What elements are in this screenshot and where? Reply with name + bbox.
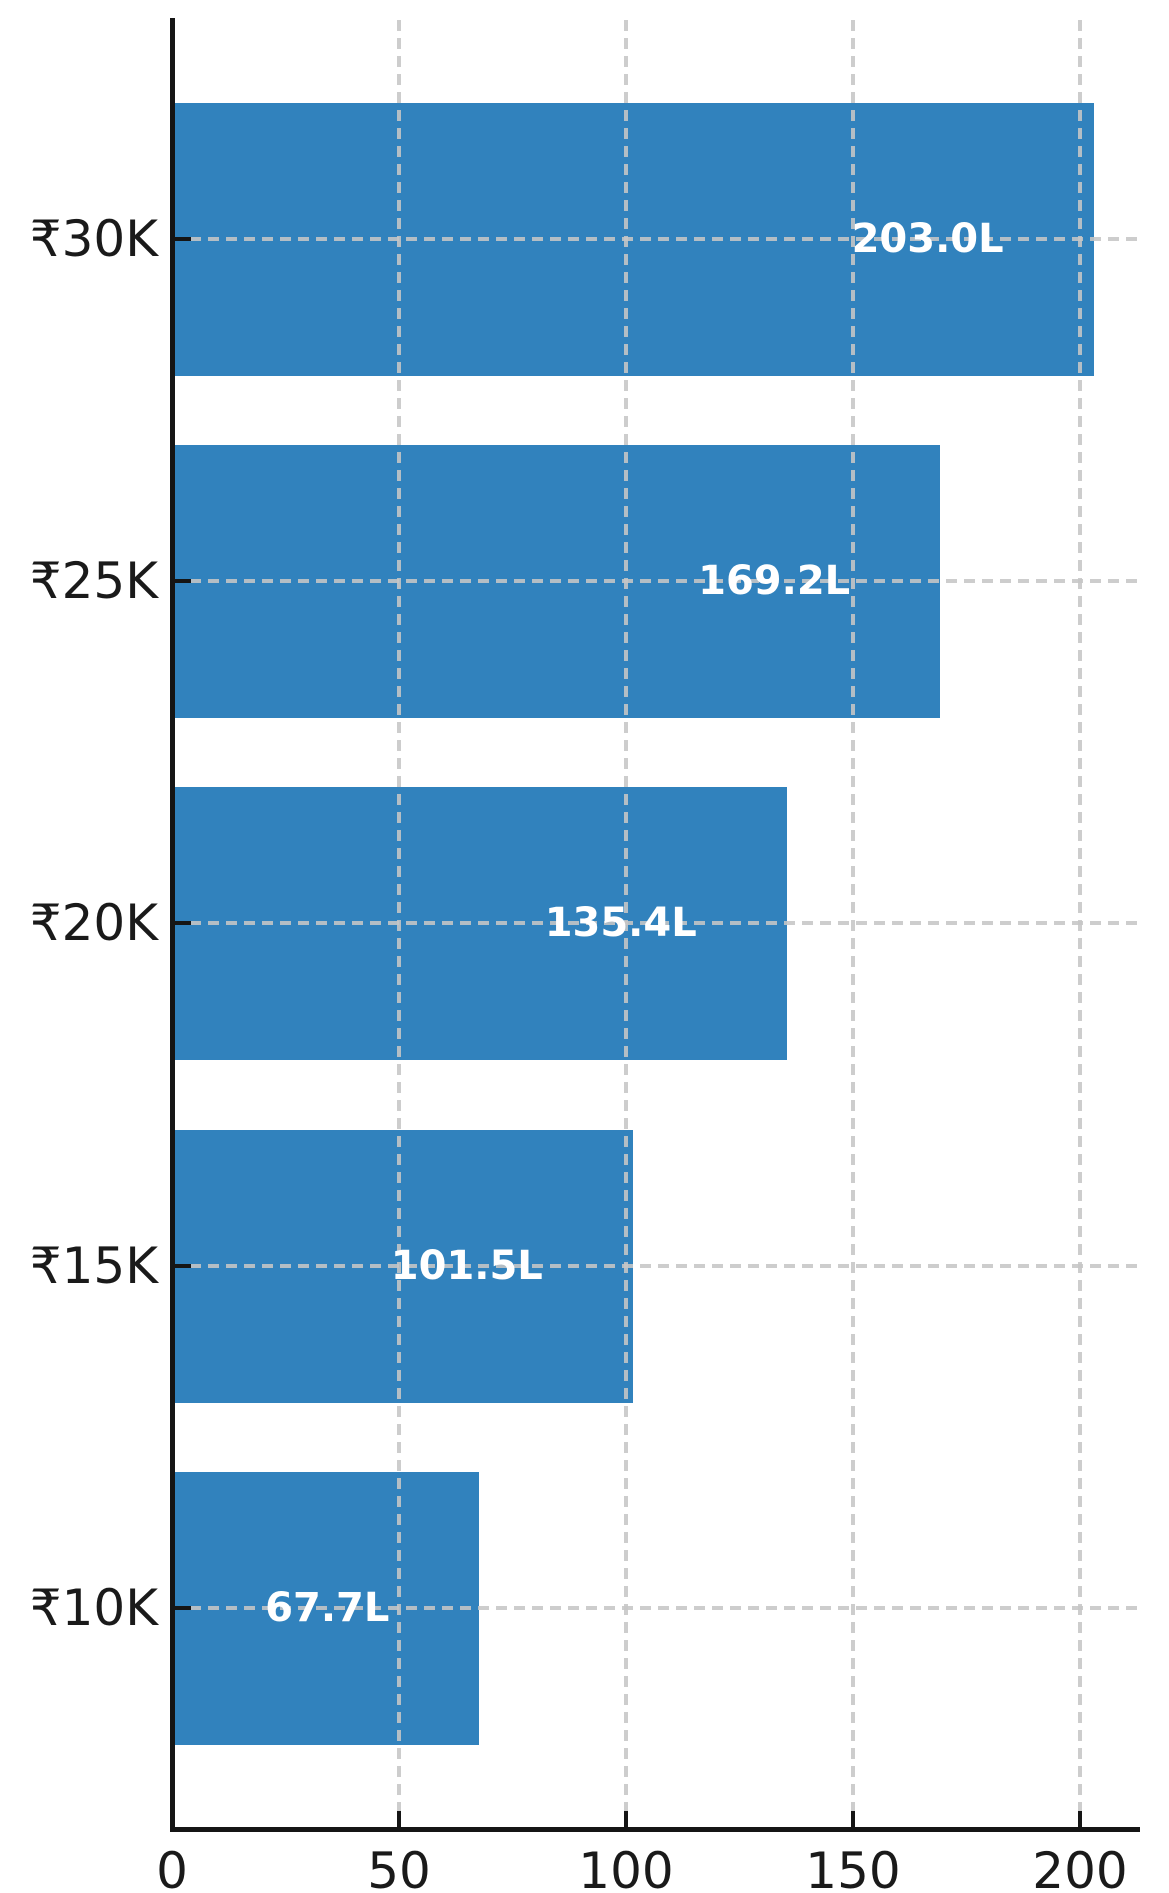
- x-axis-tick-100: [624, 1811, 628, 1827]
- y-axis-tick-label: ₹25K: [29, 552, 158, 610]
- x-axis-tick-150: [851, 1811, 855, 1827]
- x-axis-tick-label: 150: [805, 1842, 901, 1893]
- x-axis-tick-label: 100: [578, 1842, 674, 1893]
- y-axis-tick-₹30K: [175, 237, 191, 241]
- bar-value-label: 169.2L: [698, 558, 851, 604]
- bar-value-label: 135.4L: [544, 900, 697, 946]
- horizontal-gridline-₹20K: [172, 921, 1140, 925]
- x-axis-tick-0: [170, 1811, 174, 1827]
- y-axis-tick-₹20K: [175, 921, 191, 925]
- y-axis-tick-label: ₹20K: [29, 894, 158, 952]
- y-axis-tick-₹25K: [175, 579, 191, 583]
- horizontal-gridline-₹25K: [172, 579, 1140, 583]
- x-axis-tick-50: [397, 1811, 401, 1827]
- x-axis-tick-label: 0: [156, 1842, 188, 1893]
- y-axis-tick-label: ₹10K: [29, 1579, 158, 1637]
- x-axis-tick-label: 200: [1032, 1842, 1128, 1893]
- y-axis-tick-label: ₹30K: [29, 210, 158, 268]
- bar-value-label: 101.5L: [390, 1243, 543, 1289]
- y-axis-tick-₹10K: [175, 1606, 191, 1610]
- y-axis-spine: [170, 18, 175, 1831]
- horizontal-gridline-₹15K: [172, 1264, 1140, 1268]
- x-axis-spine: [170, 1827, 1140, 1832]
- bar-value-label: 67.7L: [265, 1585, 390, 1631]
- bar-value-label: 203.0L: [851, 216, 1004, 262]
- y-axis-tick-label: ₹15K: [29, 1237, 158, 1295]
- y-axis-tick-₹15K: [175, 1264, 191, 1268]
- x-axis-tick-200: [1078, 1811, 1082, 1827]
- horizontal-gridline-₹30K: [172, 237, 1140, 241]
- x-axis-tick-label: 50: [367, 1842, 431, 1893]
- horizontal-gridline-₹10K: [172, 1606, 1140, 1610]
